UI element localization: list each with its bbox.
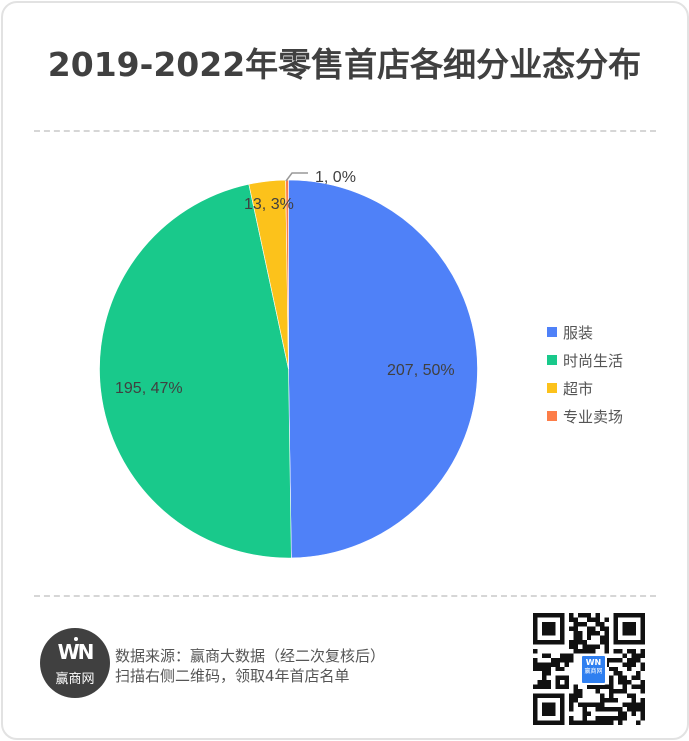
legend-label: 服装 — [563, 323, 594, 342]
logo-dot-icon — [74, 637, 78, 641]
qr-center-logo: WN 赢商网 — [580, 654, 607, 685]
legend-swatch — [547, 383, 557, 393]
chart-legend: 服装 时尚生活 超市 专业卖场 — [547, 318, 623, 430]
legend-swatch — [547, 411, 557, 421]
slice-clothing[interactable] — [288, 179, 478, 559]
legend-label: 超市 — [563, 379, 594, 398]
cta-line: 扫描右侧二维码，领取4年首店名单 — [115, 667, 350, 685]
slice-label-specialty: 1, 0% — [315, 169, 356, 186]
legend-item-specialty[interactable]: 专业卖场 — [547, 402, 623, 430]
divider-top — [34, 130, 656, 132]
source-note: 数据来源：赢商大数据（经二次复核后） 扫描右侧二维码，领取4年首店名单 — [115, 646, 385, 686]
leader-line — [285, 172, 308, 182]
brand-logo: WN 赢商网 — [40, 628, 110, 698]
legend-swatch — [547, 355, 557, 365]
legend-label: 时尚生活 — [563, 351, 624, 370]
slice-lifestyle[interactable] — [99, 183, 292, 559]
slice-label-supermarket: 13, 3% — [244, 196, 294, 213]
logo-mark: WN — [57, 640, 95, 664]
legend-label: 专业卖场 — [563, 407, 624, 426]
legend-item-lifestyle[interactable]: 时尚生活 — [547, 346, 623, 374]
divider-bottom — [34, 595, 656, 597]
slice-label-lifestyle: 195, 47% — [115, 380, 183, 397]
qr-code-icon[interactable] — [533, 613, 645, 725]
qr-center-mark: WN — [585, 658, 602, 667]
legend-item-supermarket[interactable]: 超市 — [547, 374, 623, 402]
pie-slices — [99, 179, 478, 559]
legend-swatch — [547, 327, 557, 337]
logo-text: 赢商网 — [55, 672, 95, 687]
slice-label-clothing: 207, 50% — [387, 362, 455, 379]
qr-center-text: 赢商网 — [584, 668, 603, 675]
source-line: 数据来源：赢商大数据（经二次复核后） — [115, 647, 386, 665]
legend-item-clothing[interactable]: 服装 — [547, 318, 623, 346]
chart-title: 2019-2022年零售首店各细分业态分布 — [47, 45, 642, 84]
